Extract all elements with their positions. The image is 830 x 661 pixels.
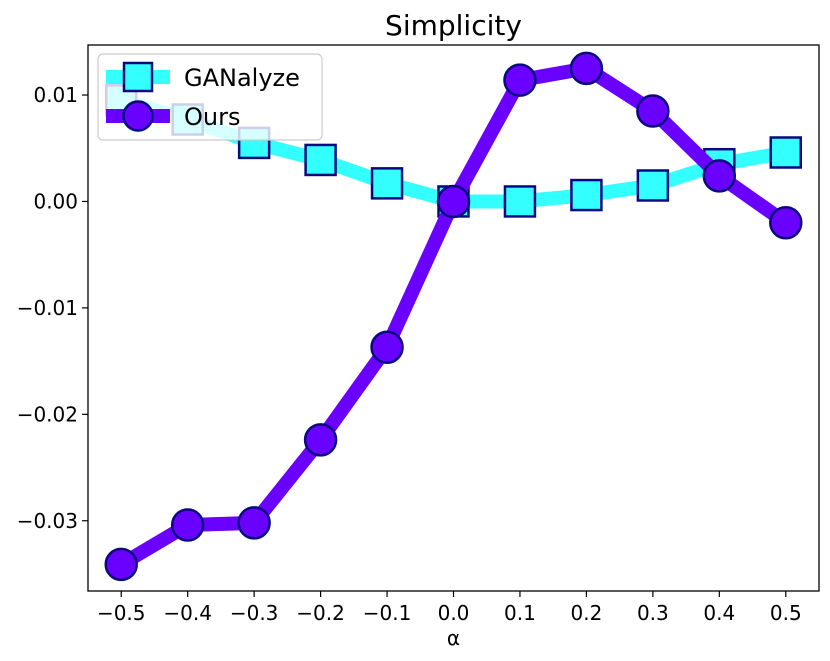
y-tick-label: −0.02 <box>17 402 78 426</box>
data-point-ours <box>436 184 471 219</box>
legend-label: Ours <box>184 103 240 131</box>
x-tick-label: −0.2 <box>296 601 345 625</box>
x-axis-ticks: −0.5 −0.4 −0.3 −0.2 −0.1 0.0 0.1 0.2 0.3 0.4 0.5 <box>97 591 802 625</box>
data-point-ours <box>569 51 604 86</box>
y-tick-label: −0.03 <box>17 509 78 533</box>
data-point-ganalyze <box>503 185 537 218</box>
data-point-ours <box>370 330 404 365</box>
x-tick-label: −0.4 <box>163 601 212 625</box>
series-line-ours <box>117 61 790 571</box>
data-point-ours <box>104 547 138 582</box>
y-tick-label: −0.01 <box>17 296 78 320</box>
legend-marker <box>122 61 154 93</box>
x-axis-label: α <box>447 626 460 650</box>
data-point-ours <box>769 205 803 240</box>
data-point-ours <box>303 423 338 457</box>
legend-label: GANalyze <box>184 64 300 92</box>
x-tick-label: 0.3 <box>637 601 669 625</box>
data-point-ganalyze <box>370 167 404 200</box>
data-point-ganalyze <box>769 136 803 169</box>
y-axis-ticks: −0.03 −0.02 −0.01 0.00 0.01 <box>17 83 88 533</box>
data-point-ganalyze <box>636 169 670 202</box>
x-tick-label: 0.5 <box>770 601 802 625</box>
x-tick-label: −0.1 <box>363 601 412 625</box>
x-tick-label: −0.5 <box>97 601 146 625</box>
data-point-ours <box>636 94 670 128</box>
x-tick-label: 0.1 <box>504 601 536 625</box>
x-tick-label: 0.2 <box>571 601 603 625</box>
data-point-ours <box>702 159 737 193</box>
x-tick-label: 0.0 <box>438 601 470 625</box>
data-point-ours <box>170 508 205 542</box>
y-tick-label: 0.00 <box>33 189 78 213</box>
data-point-ours <box>503 63 537 97</box>
data-point-ganalyze <box>304 143 337 177</box>
y-tick-label: 0.01 <box>33 83 78 107</box>
data-point-ganalyze <box>570 178 603 212</box>
legend-marker <box>122 100 154 132</box>
series-layer <box>104 51 803 582</box>
legend: GANalyze Ours <box>97 53 323 141</box>
chart-title: Simplicity <box>385 9 522 42</box>
x-tick-label: 0.4 <box>703 601 735 625</box>
data-point-ours <box>237 506 271 540</box>
x-tick-label: −0.3 <box>230 601 279 625</box>
